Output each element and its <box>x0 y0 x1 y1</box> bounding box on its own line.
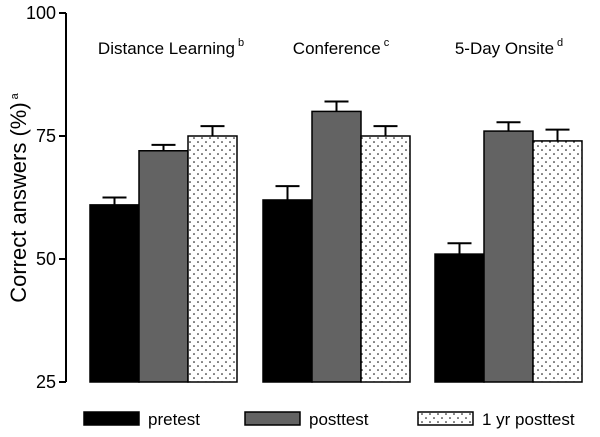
bar-1-yr-posttest-2 <box>360 135 411 383</box>
bar-pretest-2 <box>262 199 313 383</box>
bar-pretest-3 <box>434 253 485 383</box>
bar-1-yr-posttest-3 <box>532 140 583 383</box>
y-tick-label: 75 <box>36 126 56 146</box>
legend-label: 1 yr posttest <box>482 410 575 429</box>
legend-swatch <box>244 411 301 426</box>
legend-swatch <box>83 411 140 426</box>
bar-posttest-3 <box>483 130 534 383</box>
legend-label: posttest <box>309 410 369 429</box>
y-tick-label: 50 <box>36 249 56 269</box>
bar-pretest-1 <box>89 204 140 383</box>
bar-posttest-1 <box>138 150 189 383</box>
bar-1-yr-posttest-1 <box>187 135 238 383</box>
y-axis-label: Correct answers (%)a <box>6 92 31 302</box>
legend-swatch <box>417 411 474 426</box>
y-tick-label: 25 <box>36 372 56 392</box>
group-label: Distance Learning b <box>98 37 244 58</box>
y-tick-label: 100 <box>26 3 56 23</box>
group-label: Conference c <box>293 37 390 58</box>
bar-posttest-2 <box>311 110 362 383</box>
legend-label: pretest <box>148 410 200 429</box>
group-label: 5-Day Onsite d <box>455 37 563 58</box>
